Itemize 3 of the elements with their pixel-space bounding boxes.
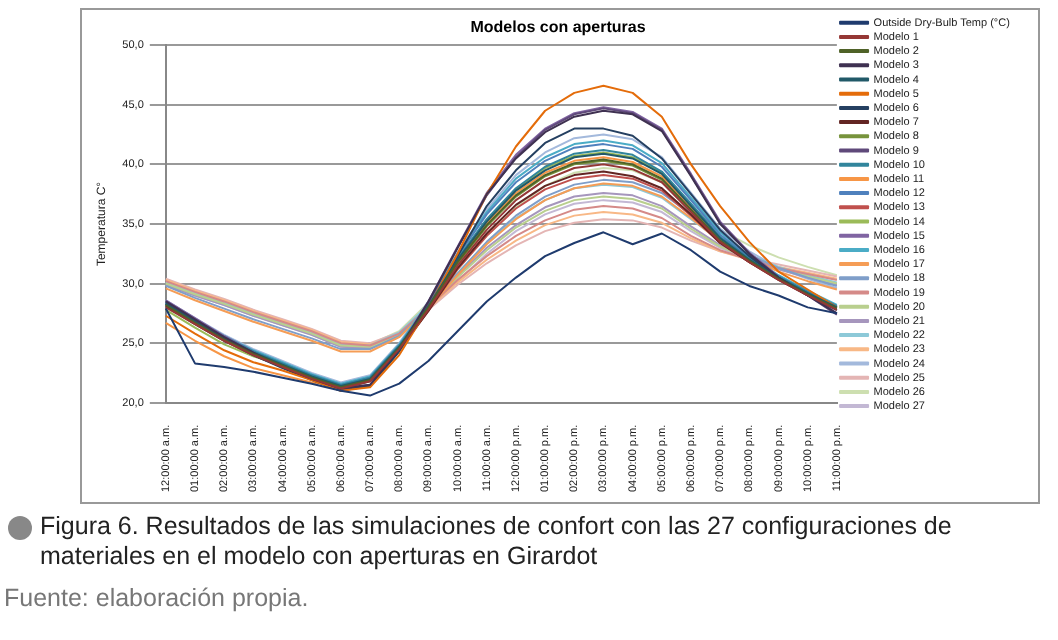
source-note: Fuente: elaboración propia. (4, 584, 309, 612)
text: Figura 6. Resultados de las simulaciones de confort con las 27 configuraciones de materiales en el modelo con aperturas en Girardot (38, 512, 954, 572)
chart-title: Modelos con aperturas (470, 18, 647, 37)
